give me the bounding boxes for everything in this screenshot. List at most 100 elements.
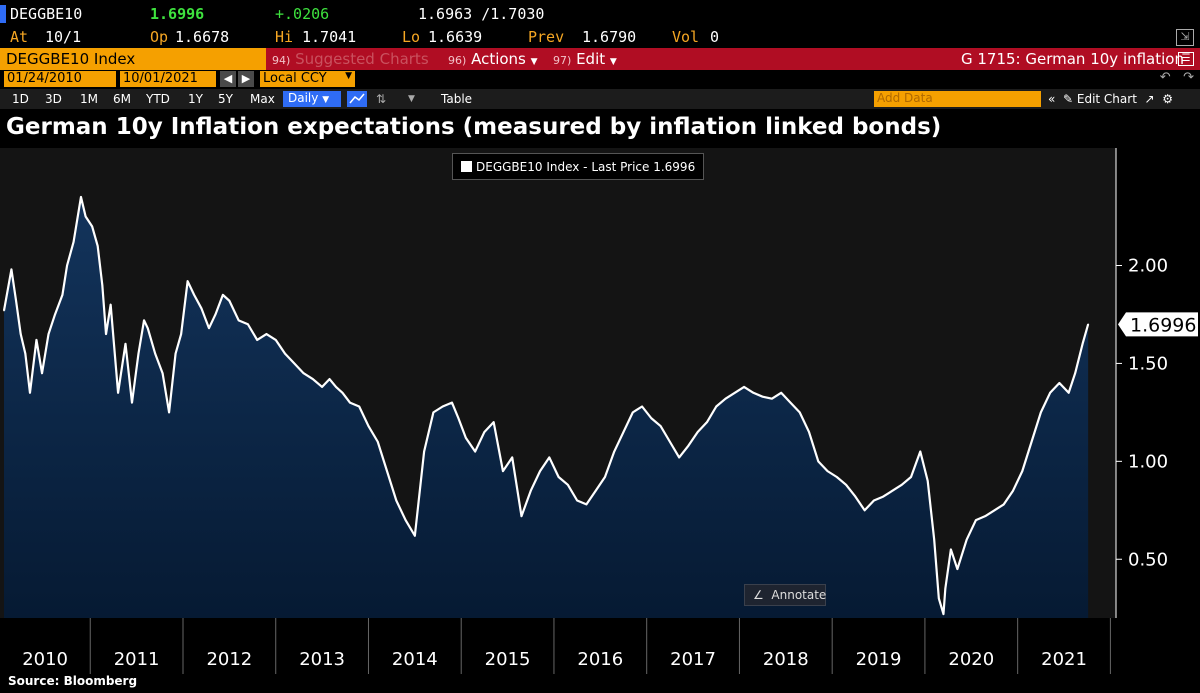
data-point <box>265 333 268 335</box>
data-point <box>222 294 224 296</box>
period-1y[interactable]: 1Y <box>188 92 203 106</box>
vol-value: 0 <box>710 28 720 46</box>
data-point <box>511 456 514 459</box>
edit-menu[interactable]: 97) Edit ▼ <box>553 50 617 68</box>
data-point <box>641 405 643 408</box>
at-label: At <box>10 28 29 46</box>
period-1m[interactable]: 1M <box>80 92 98 106</box>
period-max[interactable]: Max <box>250 92 275 106</box>
legend-swatch <box>461 161 472 172</box>
prev-label: Prev <box>528 28 565 46</box>
settings-gear-icon[interactable]: ⚙ <box>1162 92 1174 106</box>
period-1d[interactable]: 1D <box>12 92 29 106</box>
data-point <box>1040 411 1042 414</box>
table-button[interactable]: Table <box>441 92 473 106</box>
low-label: Lo <box>402 28 421 46</box>
period-5y[interactable]: 5Y <box>218 92 233 106</box>
data-point <box>404 519 407 521</box>
undo-icon[interactable]: ↶ <box>1159 70 1171 85</box>
data-point <box>200 307 203 310</box>
data-point <box>483 431 486 433</box>
data-point <box>752 391 755 394</box>
data-point <box>817 460 820 463</box>
chart-type-dropdown-icon[interactable]: ▼ <box>408 94 415 104</box>
data-point <box>180 333 182 335</box>
add-data-input[interactable]: Add Data <box>874 91 1041 107</box>
data-point <box>761 395 764 398</box>
suggested-charts-menu[interactable]: 94) Suggested Charts <box>272 50 429 68</box>
edit-label: Edit <box>576 50 606 68</box>
data-point <box>274 339 277 341</box>
data-point <box>706 421 708 423</box>
data-point <box>80 196 82 198</box>
edit-chart-button[interactable]: « ✎ Edit Chart ↗ ⚙ <box>1048 92 1173 106</box>
period-6m[interactable]: 6M <box>113 92 131 106</box>
period-ytd[interactable]: YTD <box>146 92 170 106</box>
security-field[interactable]: DEGGBE10 Index <box>0 48 266 70</box>
data-point <box>604 476 606 478</box>
data-point <box>594 489 597 492</box>
end-date-input[interactable]: 10/01/2021 <box>120 71 216 87</box>
data-point <box>743 386 745 388</box>
data-point <box>168 411 170 414</box>
data-point <box>975 519 977 521</box>
forward-arrow-icon[interactable]: ▶ <box>238 71 254 87</box>
data-point <box>789 401 792 404</box>
currency-dropdown-icon: ▼ <box>345 71 352 81</box>
data-point <box>66 264 68 267</box>
data-point <box>557 476 560 478</box>
data-point <box>933 538 935 541</box>
data-point <box>109 303 112 306</box>
data-point <box>161 372 164 375</box>
data-point <box>358 405 360 408</box>
data-point <box>942 613 945 615</box>
data-point <box>335 386 337 388</box>
actions-menu[interactable]: 96) Actions ▼ <box>448 50 538 68</box>
data-point <box>926 480 929 482</box>
annotate-pencil-icon: ∠ <box>753 588 764 602</box>
data-point <box>423 450 425 453</box>
expand-icon[interactable]: ⇲ <box>1176 29 1194 46</box>
date-range-row: 01/24/2010 10/01/2021 ◀ ▶ Local CCY ▼ ↶ ↷ <box>0 70 1200 88</box>
period-3d[interactable]: 3D <box>45 92 62 106</box>
candle-chart-icon[interactable]: ⇅ <box>376 92 387 106</box>
data-point <box>808 431 810 433</box>
suggested-charts-number: 94) <box>272 54 291 67</box>
data-point <box>193 294 195 296</box>
annotate-button[interactable]: ∠ Annotate <box>744 584 826 606</box>
chart-settings-icon[interactable]: ☰ <box>1178 52 1194 66</box>
x-tick-label: 2010 <box>22 649 68 670</box>
data-point <box>312 378 314 380</box>
collapse-icon[interactable]: « <box>1048 92 1056 106</box>
back-arrow-icon[interactable]: ◀ <box>220 71 236 87</box>
vol-label: Vol <box>672 28 700 46</box>
currency-select[interactable]: Local CCY ▼ <box>260 71 355 87</box>
data-point <box>854 495 857 498</box>
currency-value: Local CCY <box>263 71 327 86</box>
ohlc-row: At 10/1 Op 1.6678 Hi 1.7041 Lo 1.6639 Pr… <box>0 28 1200 48</box>
data-point <box>143 319 145 322</box>
data-point <box>944 587 947 590</box>
line-chart-icon[interactable] <box>347 91 367 107</box>
data-point <box>539 470 541 472</box>
data-point <box>576 499 578 502</box>
data-point <box>321 386 323 388</box>
data-point <box>54 313 56 316</box>
export-icon[interactable]: ↗ <box>1144 92 1155 106</box>
frequency-select[interactable]: Daily ▼ <box>283 91 341 107</box>
quote-row: DEGGBE10 1.6996 +.0206 1.6963 /1.7030 <box>0 0 1200 28</box>
undo-redo-group: ↶ ↷ <box>1160 70 1194 85</box>
legend: DEGGBE10 Index - Last Price 1.6996 <box>452 153 704 180</box>
ticker-flag <box>0 5 6 23</box>
data-point <box>96 245 99 247</box>
x-tick-label: 2019 <box>856 649 902 670</box>
data-point <box>10 268 13 271</box>
start-date-input[interactable]: 01/24/2010 <box>4 71 116 87</box>
open-value: 1.6678 <box>175 28 230 46</box>
data-point <box>214 313 217 316</box>
redo-icon[interactable]: ↷ <box>1183 70 1194 85</box>
data-point <box>938 597 940 600</box>
x-tick-label: 2021 <box>1041 649 1087 670</box>
data-point <box>900 484 903 486</box>
data-point <box>237 319 240 322</box>
